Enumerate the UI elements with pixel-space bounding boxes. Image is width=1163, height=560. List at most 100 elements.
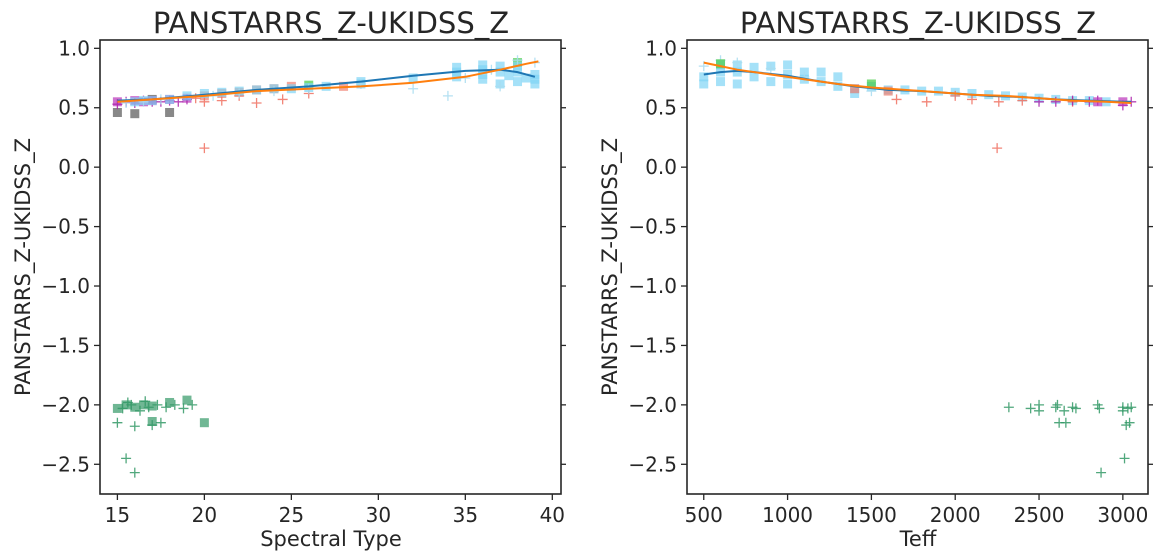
panel-1-series-9-point-32 bbox=[530, 79, 540, 89]
panel-2-series-8-point-14 bbox=[1096, 467, 1107, 478]
panel-2-ytick-label-5: −1.0 bbox=[628, 274, 677, 298]
panel-1-ytick-label-1: 1.0 bbox=[58, 36, 90, 60]
panel-1-series-9-point-6 bbox=[199, 88, 209, 98]
panel-2-ytick-label-8: −2.5 bbox=[628, 452, 677, 476]
panel-2-series-1-point-15 bbox=[783, 79, 793, 89]
panel-1-series-1-point-2 bbox=[130, 109, 140, 119]
panel-2-title: PANSTARRS_Z-UKIDSS_Z bbox=[740, 6, 1096, 40]
panel-1-series-9-point-23 bbox=[478, 60, 488, 70]
panel-2-series-8-point-16 bbox=[1117, 405, 1128, 416]
panel-2-fit-line-1 bbox=[703, 69, 1132, 103]
panel-1-series-8-point-2 bbox=[121, 453, 132, 464]
panel-1-series-8-point-8 bbox=[152, 399, 163, 410]
panel-1-series-10-point-13 bbox=[512, 55, 523, 66]
panel-1-ticks: 15 20 25 30 35 40 1.0 0.5 0.0 −0.5 −1.0 −1.5 −2.0 −2.… bbox=[41, 36, 566, 527]
panel-2-ticks: 500 1000 1500 2000 2500 3000 1.0 0.5 0.0 −0.5 −1.0… bbox=[628, 36, 1153, 527]
panel-1-series-8-point-11 bbox=[178, 403, 189, 414]
panel-1-ytick-label-7: −2.0 bbox=[41, 393, 90, 417]
panel-2-series-1-point-1 bbox=[699, 79, 709, 89]
panel-1-series-8-point-12 bbox=[187, 399, 198, 410]
panel-1-xtick-label-3: 25 bbox=[279, 503, 304, 527]
panel-1-fit-line-2 bbox=[117, 60, 539, 103]
panel-2-series-8-point-11 bbox=[1070, 403, 1081, 414]
panel-1-fit-line-1 bbox=[117, 68, 536, 102]
panel-1-series-10-point-15 bbox=[495, 81, 506, 92]
panel-1-series-9-point-28 bbox=[513, 77, 523, 87]
panel-1-series-7-point-3 bbox=[147, 401, 157, 411]
panel-2-series-5-point-3 bbox=[966, 94, 977, 105]
panel-1-series-9-point-34 bbox=[530, 74, 540, 84]
panel-1-series-9-point-19 bbox=[452, 62, 462, 72]
panel-1-series-10-point-10 bbox=[442, 90, 453, 101]
panel-2-series-1-point-9 bbox=[749, 72, 759, 82]
panel-1-series-8-point-14 bbox=[155, 417, 166, 428]
panel-1-series-10-point-2 bbox=[138, 96, 149, 107]
panel-1-series-7-point-8 bbox=[121, 400, 131, 410]
panel-1-series-10-point-9 bbox=[408, 83, 419, 94]
panel-1-series-5-point-3 bbox=[216, 95, 227, 106]
panel-1-series-9-point-13 bbox=[321, 81, 331, 91]
panel-2-series-1-point-20 bbox=[833, 72, 843, 82]
panel-1-series-8-point-15 bbox=[129, 421, 140, 432]
panel-1-series-5-point-5 bbox=[251, 97, 262, 108]
panel-2: PANSTARRS_Z-UKIDSS_Z 500 1000 1500 2000 2500… bbox=[598, 6, 1153, 551]
panel-1-series-9-point-4 bbox=[165, 94, 175, 104]
panel-2-series-1-point-23 bbox=[850, 88, 860, 98]
panel-2-series-8-point-1 bbox=[1003, 402, 1014, 413]
panel-1-ytick-label-5: −1.0 bbox=[41, 274, 90, 298]
panel-1-series-8-point-16 bbox=[122, 397, 133, 408]
panel-2-series-5-point-1 bbox=[891, 94, 902, 105]
panel-1-frame bbox=[99, 39, 562, 495]
panel-2-series-4-point-1 bbox=[850, 84, 860, 94]
panel-2-series-1-point-14 bbox=[783, 69, 793, 79]
panel-1-series-8-point-7 bbox=[143, 402, 154, 413]
panel-1-xtick-label-6: 40 bbox=[540, 503, 565, 527]
panel-2-series-1-point-2 bbox=[699, 72, 709, 82]
panel-2-xtick-label-4: 2000 bbox=[930, 503, 981, 527]
panel-1-ylabel: PANSTARRS_Z-UKIDSS_Z bbox=[11, 138, 36, 396]
panel-1-series-5-point-6 bbox=[277, 94, 288, 105]
panel-2-series-1-point-21 bbox=[833, 81, 843, 91]
panel-2-ytick-label-3: 0.0 bbox=[645, 155, 677, 179]
panel-1-xtick-label-4: 30 bbox=[366, 503, 391, 527]
panel-1-series-7-point-4 bbox=[165, 397, 175, 407]
panel-2-ytick-label-7: −2.0 bbox=[628, 393, 677, 417]
panel-1-series-1-point-3 bbox=[165, 107, 175, 117]
panel-2-series-1-point-7 bbox=[732, 67, 742, 77]
panel-1-ytick-label-2: 0.5 bbox=[58, 96, 90, 120]
panel-1-series-8-point-1 bbox=[112, 417, 123, 428]
panel-2-frame bbox=[686, 39, 1149, 495]
panel-1-series-7-point-2 bbox=[130, 402, 140, 412]
panel-1-series-9-point-25 bbox=[495, 67, 505, 77]
panel-1-series-8-point-3 bbox=[129, 467, 140, 478]
panel-2-series-1-point-11 bbox=[766, 77, 776, 87]
panel-2-series-8-point-20 bbox=[1124, 417, 1135, 428]
panel-1-series-8-point-17 bbox=[140, 396, 151, 407]
panel-1-series-9-point-26 bbox=[495, 61, 505, 71]
panel-2-ytick-label-1: 1.0 bbox=[645, 36, 677, 60]
panel-2-xtick-label-2: 1000 bbox=[762, 503, 813, 527]
panel-1-series-7-point-1 bbox=[112, 403, 122, 413]
panel-1-series-7-point-6 bbox=[199, 418, 209, 428]
panel-1-xtick-label-1: 15 bbox=[105, 503, 130, 527]
panel-2-series-4-point-2 bbox=[883, 86, 893, 96]
panel-2-series-8-point-8 bbox=[1059, 405, 1070, 416]
panel-2-xtick-label-3: 1500 bbox=[846, 503, 897, 527]
panel-2-series-8-point-17 bbox=[1119, 453, 1130, 464]
panel-2-xtick-label-5: 2500 bbox=[1014, 503, 1065, 527]
panel-2-series-2-point-4 bbox=[765, 63, 776, 74]
panel-2-plot-area bbox=[698, 55, 1137, 478]
panel-1-xlabel: Spectral Type bbox=[260, 527, 402, 551]
panel-1-series-8-point-10 bbox=[169, 399, 180, 410]
panel-2-series-1-point-5 bbox=[716, 77, 726, 87]
panel-2-series-8-point-4 bbox=[1034, 405, 1045, 416]
panel-2-fit-line-2 bbox=[703, 61, 1132, 104]
panel-1-title: PANSTARRS_Z-UKIDSS_Z bbox=[153, 6, 509, 40]
panel-2-series-5-point-5 bbox=[993, 96, 1004, 107]
panel-1-ytick-label-4: −0.5 bbox=[41, 215, 90, 239]
panel-1-series-8-point-13 bbox=[147, 420, 158, 431]
panel-2-ytick-label-4: −0.5 bbox=[628, 215, 677, 239]
panel-2-ylabel: PANSTARRS_Z-UKIDSS_Z bbox=[598, 138, 623, 396]
panel-1-series-9-point-20 bbox=[478, 69, 488, 79]
